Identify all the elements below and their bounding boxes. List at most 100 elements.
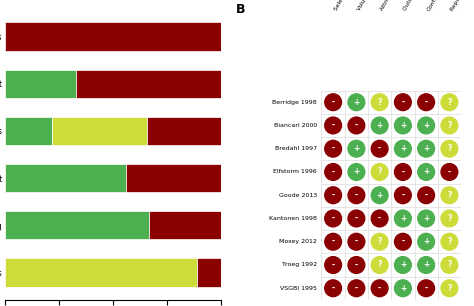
Circle shape: [325, 164, 341, 180]
Text: +: +: [400, 121, 406, 130]
Circle shape: [348, 140, 365, 157]
Text: Confounding: Confounding: [426, 0, 449, 12]
Text: +: +: [376, 121, 383, 130]
Text: -: -: [425, 191, 428, 200]
Bar: [5, 117, 52, 145]
Text: -: -: [425, 284, 428, 293]
Circle shape: [325, 117, 341, 134]
Circle shape: [418, 140, 435, 157]
Text: +: +: [423, 144, 429, 153]
Circle shape: [394, 94, 411, 110]
Text: -: -: [355, 237, 358, 246]
Text: -: -: [401, 167, 404, 177]
Circle shape: [325, 280, 341, 297]
Circle shape: [418, 187, 435, 203]
Circle shape: [394, 280, 411, 297]
Circle shape: [441, 140, 458, 157]
Text: -: -: [425, 98, 428, 107]
Circle shape: [418, 233, 435, 250]
Circle shape: [325, 140, 341, 157]
Text: +: +: [353, 144, 359, 153]
Text: B: B: [236, 3, 245, 16]
Bar: [5, 69, 76, 98]
Text: -: -: [401, 237, 404, 246]
Circle shape: [371, 210, 388, 227]
Text: -: -: [331, 214, 335, 223]
Text: Goode 2013: Goode 2013: [279, 193, 317, 198]
Text: ?: ?: [447, 121, 452, 130]
Text: Berridge 1998: Berridge 1998: [272, 100, 317, 105]
Bar: [147, 117, 220, 145]
Circle shape: [394, 233, 411, 250]
Circle shape: [348, 187, 365, 203]
Circle shape: [418, 117, 435, 134]
Text: Attrition bias: Attrition bias: [380, 0, 403, 12]
Text: -: -: [378, 284, 381, 293]
Text: ?: ?: [447, 214, 452, 223]
Circle shape: [371, 257, 388, 273]
Circle shape: [348, 280, 365, 297]
Text: -: -: [355, 121, 358, 130]
Circle shape: [441, 280, 458, 297]
Circle shape: [325, 187, 341, 203]
Circle shape: [371, 187, 388, 203]
Circle shape: [371, 117, 388, 134]
Circle shape: [418, 94, 435, 110]
Text: +: +: [423, 260, 429, 270]
Circle shape: [418, 280, 435, 297]
Circle shape: [371, 140, 388, 157]
Circle shape: [394, 140, 411, 157]
Text: +: +: [423, 237, 429, 246]
Bar: [197, 258, 220, 287]
Text: +: +: [423, 121, 429, 130]
Circle shape: [441, 257, 458, 273]
Text: -: -: [401, 98, 404, 107]
Text: ?: ?: [447, 191, 452, 200]
Text: Elfstorm 1996: Elfstorm 1996: [273, 170, 317, 174]
Text: Kantonen 1998: Kantonen 1998: [269, 216, 317, 221]
Circle shape: [348, 233, 365, 250]
Text: Volume measurement: Volume measurement: [356, 0, 393, 12]
Text: ?: ?: [447, 98, 452, 107]
Circle shape: [348, 94, 365, 110]
Bar: [5, 164, 126, 192]
Text: Troeg 1992: Troeg 1992: [282, 263, 317, 267]
Circle shape: [441, 233, 458, 250]
Text: -: -: [355, 260, 358, 270]
Circle shape: [325, 210, 341, 227]
Text: -: -: [331, 284, 335, 293]
Text: -: -: [331, 98, 335, 107]
Text: Bredahl 1997: Bredahl 1997: [275, 146, 317, 151]
Circle shape: [394, 210, 411, 227]
Text: -: -: [331, 260, 335, 270]
Text: +: +: [423, 167, 429, 177]
Bar: [126, 164, 220, 192]
Circle shape: [418, 257, 435, 273]
Text: -: -: [355, 191, 358, 200]
Text: +: +: [400, 214, 406, 223]
Circle shape: [441, 94, 458, 110]
Text: ?: ?: [447, 144, 452, 153]
Bar: [52, 117, 147, 145]
Text: +: +: [353, 98, 359, 107]
Circle shape: [418, 210, 435, 227]
Circle shape: [348, 257, 365, 273]
Text: ?: ?: [377, 167, 382, 177]
Text: +: +: [423, 214, 429, 223]
Bar: [76, 69, 220, 98]
Circle shape: [394, 257, 411, 273]
Circle shape: [441, 210, 458, 227]
Circle shape: [371, 164, 388, 180]
Text: -: -: [448, 167, 451, 177]
Text: -: -: [331, 144, 335, 153]
Text: +: +: [400, 260, 406, 270]
Text: Biancari 2000: Biancari 2000: [273, 123, 317, 128]
Circle shape: [348, 164, 365, 180]
Circle shape: [371, 280, 388, 297]
Text: Moxey 2012: Moxey 2012: [279, 239, 317, 244]
Bar: [5, 22, 220, 51]
Circle shape: [441, 187, 458, 203]
Bar: [5, 258, 197, 287]
Circle shape: [325, 233, 341, 250]
Circle shape: [325, 257, 341, 273]
